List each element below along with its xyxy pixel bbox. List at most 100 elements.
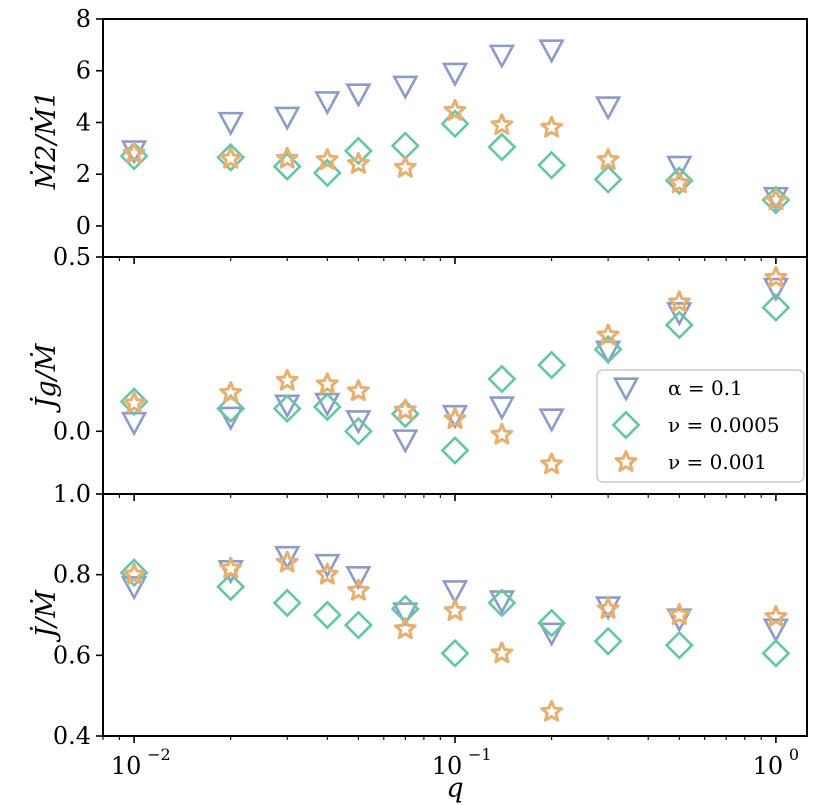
point-bottom-s2-8 xyxy=(540,699,564,722)
point-bottom-s1-2 xyxy=(272,588,302,618)
point-top-s2-8 xyxy=(540,115,564,138)
point-middle-s1-10 xyxy=(664,310,694,340)
point-bottom-s1-3 xyxy=(312,600,342,630)
panel-middle: J̇g/Ṁ 0.0 0.5 α = 0.1 ν = 0.0005 ν = 0.00… xyxy=(29,243,808,501)
point-top-s0-4 xyxy=(345,83,372,108)
point-bottom-s0-4 xyxy=(345,566,372,591)
point-middle-s2-6 xyxy=(443,407,467,430)
legend-label-nu-low: ν = 0.0005 xyxy=(668,413,780,437)
x-minor-ticks-bottom xyxy=(102,736,777,743)
point-bottom-s1-4 xyxy=(343,610,373,640)
point-middle-s0-5 xyxy=(392,429,419,454)
point-middle-s0-0 xyxy=(120,411,148,437)
legend-marker-nu-low xyxy=(611,410,641,440)
ytick-label-bottom-0: 0.4 xyxy=(53,722,91,750)
point-top-s0-6 xyxy=(441,62,469,88)
point-middle-s2-1 xyxy=(219,380,243,403)
point-top-s0-10 xyxy=(666,155,693,181)
point-top-s1-5 xyxy=(390,131,420,161)
point-bottom-s1-1 xyxy=(216,572,246,602)
point-bottom-s1-0 xyxy=(119,558,149,588)
legend: α = 0.1 ν = 0.0005 ν = 0.001 xyxy=(596,369,805,483)
marks-middle xyxy=(119,265,791,475)
marks-top xyxy=(119,39,791,215)
point-middle-s1-11 xyxy=(761,293,791,323)
xtick-label-0: 10 xyxy=(111,752,142,780)
point-top-s1-3 xyxy=(312,158,342,188)
marks-bottom xyxy=(119,545,791,722)
point-middle-s0-8 xyxy=(538,408,565,433)
point-middle-s1-8 xyxy=(537,350,567,380)
point-middle-s2-2 xyxy=(275,368,299,391)
point-middle-s1-6 xyxy=(440,435,470,465)
point-top-s2-6 xyxy=(443,98,467,121)
ytick-label-top-4: 8 xyxy=(76,5,91,33)
point-bottom-s2-4 xyxy=(346,578,370,601)
point-bottom-s1-10 xyxy=(664,630,694,660)
point-bottom-s2-10 xyxy=(667,603,691,625)
point-bottom-s2-5 xyxy=(393,617,417,640)
point-middle-s1-2 xyxy=(272,394,302,424)
point-top-s2-2 xyxy=(275,146,299,169)
point-bottom-s0-11 xyxy=(762,618,790,643)
point-middle-s1-1 xyxy=(216,394,246,424)
xtick-label-1: 10 xyxy=(432,752,463,780)
ytick-label-bottom-3: 1.0 xyxy=(53,480,91,508)
legend-box xyxy=(596,369,805,483)
point-middle-s2-3 xyxy=(315,372,339,395)
xlabel: q xyxy=(446,773,463,804)
point-bottom-s0-8 xyxy=(538,622,565,647)
point-top-s2-3 xyxy=(315,148,339,170)
ytick-label-middle-1: 0.5 xyxy=(53,243,91,271)
point-top-s0-3 xyxy=(314,91,341,116)
point-middle-s0-10 xyxy=(666,302,693,327)
yticks-bottom: 0.4 0.6 0.8 1.0 xyxy=(53,480,103,750)
point-bottom-s1-7 xyxy=(487,588,517,618)
point-middle-s2-5 xyxy=(393,398,417,421)
legend-entry-nu-high: ν = 0.001 xyxy=(614,450,767,474)
point-top-s1-1 xyxy=(216,142,246,172)
point-bottom-s1-11 xyxy=(761,638,791,668)
point-middle-s0-11 xyxy=(762,277,790,303)
xtick-exp-1: −1 xyxy=(468,745,492,764)
ylabel-middle: J̇g/Ṁ xyxy=(29,342,62,413)
point-top-s1-2 xyxy=(272,151,302,181)
xticks-bottom: 10 −2 10 −1 10 0 xyxy=(111,745,799,780)
point-top-s2-1 xyxy=(219,146,243,169)
xtick-exp-2: 0 xyxy=(789,745,799,764)
legend-marker-alpha xyxy=(612,377,640,402)
point-top-s2-0 xyxy=(122,141,146,164)
legend-marker-nu-high xyxy=(614,450,638,472)
point-top-s1-8 xyxy=(537,150,567,180)
ytick-label-top-0: 0 xyxy=(76,212,91,240)
ylabel-bottom: J̇/Ṁ xyxy=(29,589,62,643)
point-bottom-s2-3 xyxy=(315,562,339,585)
point-middle-s0-1 xyxy=(217,406,244,432)
ylabel-top: Ṁ2/Ṁ1 xyxy=(29,91,62,191)
point-top-s2-4 xyxy=(346,151,370,174)
ytick-label-bottom-2: 0.8 xyxy=(53,561,91,589)
point-bottom-s2-7 xyxy=(490,641,514,664)
point-bottom-s0-3 xyxy=(314,553,341,579)
point-top-s1-7 xyxy=(487,132,517,162)
panel-top: Ṁ2/Ṁ1 0 2 4 6 8 xyxy=(29,5,808,264)
point-bottom-s2-2 xyxy=(275,550,299,573)
point-bottom-s2-0 xyxy=(122,562,146,585)
point-middle-s1-3 xyxy=(312,392,342,422)
point-top-s1-9 xyxy=(593,164,623,194)
point-bottom-s2-9 xyxy=(596,597,620,619)
point-top-s2-11 xyxy=(764,188,788,211)
point-middle-s1-7 xyxy=(487,364,517,394)
point-top-s0-9 xyxy=(594,96,622,121)
point-middle-s2-11 xyxy=(764,265,788,288)
yticks-middle: 0.0 0.5 xyxy=(53,243,103,445)
point-middle-s2-0 xyxy=(122,391,146,414)
point-middle-s0-7 xyxy=(488,396,516,421)
point-middle-s2-7 xyxy=(490,422,514,445)
point-bottom-s1-6 xyxy=(440,638,470,668)
point-top-s2-7 xyxy=(490,113,514,136)
point-middle-s1-9 xyxy=(593,334,623,364)
point-bottom-s2-6 xyxy=(443,599,467,621)
xtick-label-2: 10 xyxy=(753,752,784,780)
